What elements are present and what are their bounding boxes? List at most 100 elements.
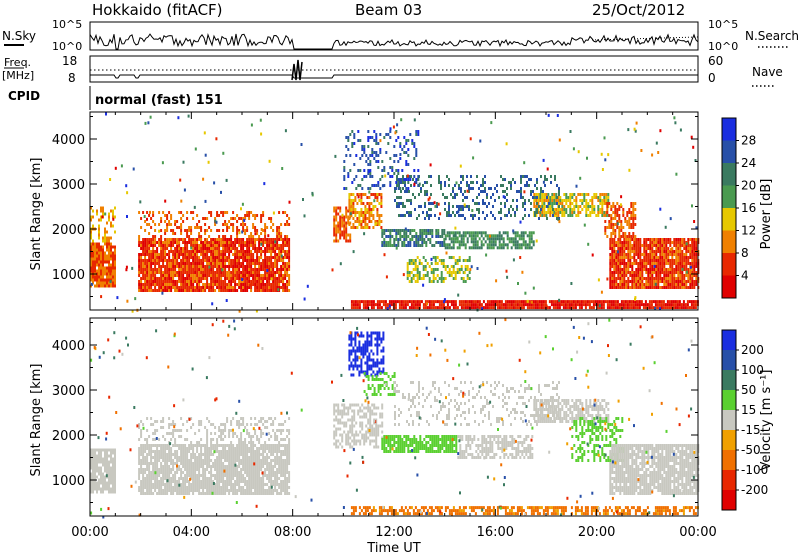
data-cell <box>438 306 441 310</box>
data-cell <box>108 254 110 258</box>
data-cell <box>506 231 509 235</box>
data-cell <box>472 237 475 241</box>
data-cell <box>356 193 359 196</box>
data-cell <box>354 208 357 211</box>
data-cell <box>629 286 632 289</box>
data-speck <box>125 184 128 188</box>
data-cell <box>692 306 695 310</box>
data-cell <box>142 483 145 486</box>
data-cell <box>266 244 269 247</box>
data-cell <box>204 274 207 277</box>
data-speck <box>147 241 149 245</box>
data-cell <box>655 247 658 250</box>
data-cell <box>176 241 179 244</box>
data-cell <box>238 262 241 265</box>
data-cell <box>339 224 342 228</box>
data-cell <box>446 300 449 304</box>
data-cell <box>642 306 645 310</box>
data-cell <box>90 263 92 267</box>
data-cell <box>172 250 175 253</box>
data-cell <box>639 280 642 283</box>
data-cell <box>370 306 373 310</box>
data-cell <box>476 246 479 250</box>
data-cell <box>102 281 104 285</box>
data-cell <box>372 208 375 211</box>
data-cell <box>626 223 629 226</box>
data-speck <box>334 154 337 158</box>
data-cell <box>496 300 499 304</box>
data-cell <box>508 237 511 241</box>
data-cell <box>432 277 435 280</box>
data-cell <box>343 187 346 190</box>
data-cell <box>490 246 493 250</box>
data-cell <box>606 205 609 208</box>
data-cell <box>356 211 359 214</box>
data-cell <box>226 247 229 250</box>
data-cell <box>238 277 241 280</box>
data-cell <box>410 259 413 262</box>
data-cell <box>635 244 638 247</box>
data-cell <box>639 253 642 256</box>
data-cell <box>628 232 631 235</box>
data-cell <box>266 250 269 253</box>
data-cell <box>110 263 112 267</box>
data-cell <box>375 184 378 187</box>
data-cell <box>649 253 652 256</box>
data-cell <box>486 214 488 217</box>
data-cell <box>206 286 209 289</box>
data-cell <box>168 274 171 277</box>
data-cell <box>282 280 285 283</box>
data-cell <box>492 240 495 244</box>
data-cell <box>178 265 181 268</box>
data-cell <box>360 220 363 223</box>
data-cell <box>440 184 442 187</box>
data-cell <box>100 448 102 452</box>
data-cell <box>533 193 536 196</box>
data-cell <box>428 214 430 217</box>
data-cell <box>631 280 634 283</box>
data-cell <box>244 286 247 289</box>
data-cell <box>419 229 422 232</box>
data-cell <box>146 223 149 226</box>
data-cell <box>112 260 114 264</box>
data-cell <box>394 303 397 307</box>
data-cell <box>520 300 523 304</box>
data-cell <box>114 284 116 288</box>
data-cell <box>675 283 678 286</box>
data-cell <box>112 457 114 461</box>
data-cell <box>476 231 479 235</box>
data-speck <box>547 113 550 117</box>
data-cell <box>198 232 201 235</box>
data-cell <box>512 240 515 244</box>
data-cell <box>228 244 231 247</box>
data-cell <box>623 265 626 268</box>
data-cell <box>142 489 145 492</box>
data-cell <box>675 244 678 247</box>
data-cell <box>364 306 367 310</box>
data-cell <box>528 231 531 235</box>
data-cell <box>415 178 418 181</box>
data-speck <box>373 199 376 203</box>
data-cell <box>442 193 444 196</box>
data-cell <box>553 208 556 211</box>
data-cell <box>530 193 532 196</box>
data-cell <box>645 268 648 271</box>
data-cell <box>399 187 402 190</box>
data-cell <box>351 181 354 184</box>
data-cell <box>671 253 674 256</box>
data-cell <box>110 448 112 452</box>
data-cell <box>254 214 257 217</box>
data-cell <box>502 306 505 310</box>
data-cell <box>106 451 108 455</box>
data-cell <box>639 238 642 241</box>
data-cell <box>618 235 621 238</box>
data-cell <box>272 271 275 274</box>
colorbar-tick-label: 28 <box>741 134 756 148</box>
data-speck <box>558 138 561 142</box>
data-cell <box>400 202 402 205</box>
data-cell <box>460 303 463 307</box>
data-cell <box>234 241 237 244</box>
data-cell <box>206 253 209 256</box>
data-cell <box>198 238 201 241</box>
